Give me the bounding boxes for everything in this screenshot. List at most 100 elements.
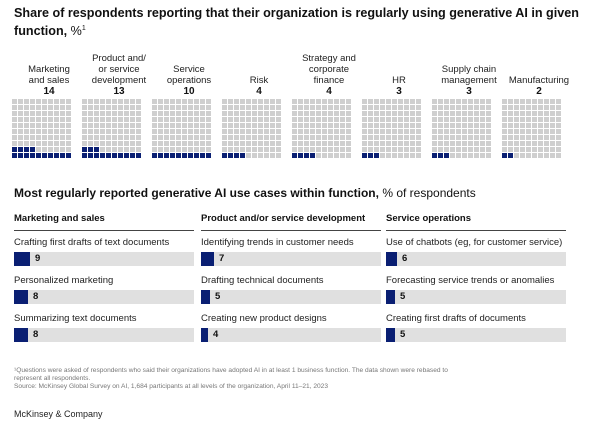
waffle-cell-empty — [292, 123, 297, 128]
waffle-cell-empty — [502, 123, 507, 128]
waffle-cell-empty — [416, 135, 421, 140]
function-value: 3 — [466, 86, 472, 97]
waffle-cell-empty — [276, 147, 281, 152]
waffle-cell-empty — [222, 135, 227, 140]
function-label-line: Manufacturing — [508, 75, 570, 86]
waffle-cell-empty — [164, 117, 169, 122]
waffle-cell-filled — [368, 153, 373, 158]
waffle-cell-empty — [258, 153, 263, 158]
function-waffle-charts: Marketing and sales 14 Product and/or servi… — [0, 0, 601, 170]
waffle-cell-empty — [252, 105, 257, 110]
waffle-cell-empty — [48, 105, 53, 110]
waffle-cell-empty — [66, 117, 71, 122]
waffle-cell-filled — [240, 153, 245, 158]
waffle-cell-empty — [334, 111, 339, 116]
waffle-cell-empty — [316, 99, 321, 104]
waffle-cell-empty — [60, 123, 65, 128]
waffle-cell-empty — [456, 117, 461, 122]
waffle-cell-empty — [362, 135, 367, 140]
waffle-cell-empty — [48, 141, 53, 146]
waffle-cell-empty — [432, 111, 437, 116]
waffle-cell-empty — [66, 135, 71, 140]
waffle-cell-empty — [228, 147, 233, 152]
waffle-cell-empty — [416, 147, 421, 152]
waffle-cell-empty — [258, 135, 263, 140]
waffle-cell-empty — [346, 99, 351, 104]
waffle-cell-empty — [322, 105, 327, 110]
waffle-cell-empty — [340, 123, 345, 128]
waffle-cell-empty — [520, 117, 525, 122]
bar-track: 4 — [201, 328, 381, 342]
waffle-cell-empty — [264, 135, 269, 140]
waffle-cell-empty — [24, 117, 29, 122]
waffle-cell-empty — [100, 111, 105, 116]
waffle-cell-empty — [386, 117, 391, 122]
waffle-cell-empty — [264, 123, 269, 128]
waffle-cell-empty — [234, 141, 239, 146]
waffle-cell-empty — [94, 141, 99, 146]
waffle-cell-empty — [292, 135, 297, 140]
panel-title: Service operations — [386, 212, 566, 231]
waffle-cell-empty — [368, 147, 373, 152]
waffle-cell-empty — [416, 117, 421, 122]
waffle-cell-empty — [486, 147, 491, 152]
waffle-cell-empty — [66, 141, 71, 146]
waffle-cell-empty — [480, 153, 485, 158]
waffle-cell-empty — [480, 141, 485, 146]
waffle-cell-empty — [12, 141, 17, 146]
waffle-cell-empty — [480, 99, 485, 104]
waffle-cell-empty — [392, 129, 397, 134]
waffle-cell-empty — [532, 147, 537, 152]
waffle-cell-empty — [42, 123, 47, 128]
use-cases-title: Most regularly reported generative AI us… — [14, 186, 476, 200]
waffle-cell-empty — [100, 135, 105, 140]
waffle-cell-empty — [550, 147, 555, 152]
waffle-cell-empty — [182, 123, 187, 128]
waffle-cell-empty — [100, 147, 105, 152]
waffle-cell-empty — [556, 153, 561, 158]
waffle-cell-empty — [60, 117, 65, 122]
waffle-cell-empty — [298, 129, 303, 134]
waffle-cell-empty — [100, 105, 105, 110]
waffle-cell-empty — [118, 147, 123, 152]
waffle-cell-empty — [328, 147, 333, 152]
waffle-cell-empty — [544, 123, 549, 128]
waffle-cell-empty — [468, 111, 473, 116]
use-case-label: Drafting technical documents — [201, 275, 324, 286]
waffle-cell-empty — [170, 129, 175, 134]
waffle-cell-empty — [502, 105, 507, 110]
waffle-cell-empty — [322, 117, 327, 122]
waffle-cell-empty — [544, 135, 549, 140]
waffle-cell-empty — [410, 135, 415, 140]
function-label-line: management — [441, 75, 497, 86]
waffle-cell-empty — [340, 99, 345, 104]
waffle-cell-empty — [292, 141, 297, 146]
waffle-cell-empty — [462, 105, 467, 110]
use-case-row: Creating first drafts of documents 5 — [386, 313, 566, 349]
waffle-cell-empty — [258, 147, 263, 152]
waffle-cell-empty — [18, 129, 23, 134]
waffle-cell-empty — [158, 129, 163, 134]
function-label: Product and/or service development — [79, 53, 159, 86]
waffle-cell-empty — [206, 99, 211, 104]
waffle-cell-empty — [550, 153, 555, 158]
waffle-cell-empty — [270, 123, 275, 128]
waffle-cell-empty — [60, 147, 65, 152]
waffle-cell-empty — [550, 135, 555, 140]
waffle-cell-empty — [526, 123, 531, 128]
waffle-cell-empty — [474, 99, 479, 104]
waffle-cell-empty — [328, 123, 333, 128]
waffle-cell-empty — [258, 105, 263, 110]
waffle-cell-empty — [380, 153, 385, 158]
waffle-cell-empty — [164, 135, 169, 140]
waffle-cell-empty — [170, 117, 175, 122]
waffle-cell-empty — [340, 147, 345, 152]
waffle-cell-empty — [520, 135, 525, 140]
waffle-cell-empty — [398, 99, 403, 104]
waffle-cell-empty — [264, 99, 269, 104]
waffle-cell-empty — [270, 153, 275, 158]
bar-track: 5 — [201, 290, 381, 304]
waffle-cell-empty — [112, 141, 117, 146]
waffle-cell-empty — [206, 141, 211, 146]
waffle-cell-empty — [368, 129, 373, 134]
